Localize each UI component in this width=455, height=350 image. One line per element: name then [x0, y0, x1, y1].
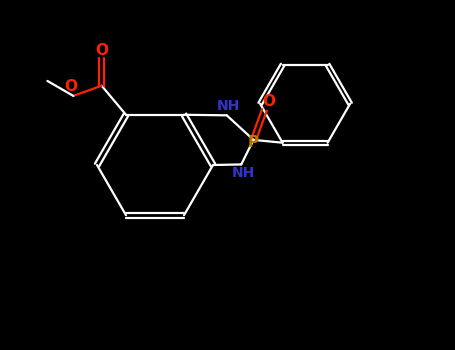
Text: NH: NH: [232, 167, 255, 181]
Text: O: O: [64, 79, 77, 94]
Text: O: O: [95, 43, 108, 58]
Text: NH: NH: [217, 99, 240, 113]
Text: O: O: [262, 94, 275, 109]
Text: P: P: [248, 135, 259, 150]
